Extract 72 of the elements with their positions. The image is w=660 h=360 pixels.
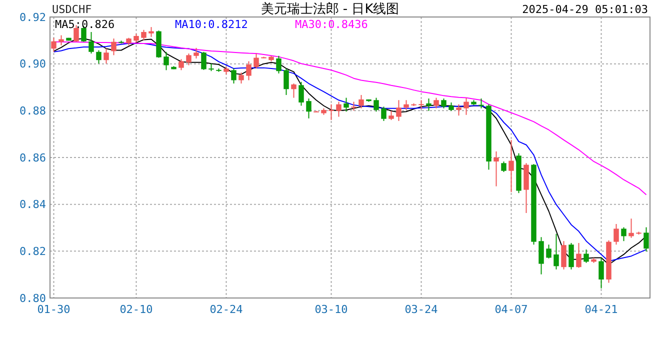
candlestick [576, 242, 582, 268]
y-tick-label: 0.80 [20, 292, 46, 305]
candlestick [584, 249, 589, 264]
candlestick [598, 257, 604, 289]
x-tick-label: 04-21 [584, 303, 618, 316]
y-tick-label: 0.84 [20, 198, 46, 212]
candlestick [621, 226, 626, 242]
chart-subtitle: USDCHF [52, 3, 92, 16]
candlestick [246, 60, 252, 81]
y-tick-label: 0.88 [20, 104, 46, 118]
candlestick [231, 68, 236, 84]
candlestick [344, 97, 349, 112]
text: 2025-04-29 05:01:03 [522, 3, 648, 16]
candlestick [554, 233, 559, 270]
x-tick-label: 03-10 [314, 303, 348, 316]
candlestick [254, 53, 259, 70]
candlestick [508, 139, 514, 193]
x-tick-label: 02-24 [210, 303, 244, 316]
candlestick [426, 98, 432, 112]
candlestick [501, 160, 506, 173]
candlestick [186, 53, 192, 66]
x-tick-label: 01-30 [37, 303, 70, 316]
candlestick [404, 100, 409, 110]
x-tick-label: 03-24 [404, 303, 438, 316]
candlestick [546, 244, 552, 259]
candlestick [396, 100, 402, 122]
candlestick [434, 97, 439, 109]
candlestick [441, 98, 446, 109]
candlestick [194, 47, 199, 59]
candlestick [456, 104, 462, 116]
candlestick [111, 38, 116, 56]
candlestick [628, 218, 634, 238]
candlestick [568, 242, 574, 270]
candlestick [276, 55, 282, 74]
candlestick [538, 236, 544, 275]
candlestick [388, 110, 394, 121]
y-tick-label: 0.86 [20, 151, 46, 164]
candlestick [164, 51, 169, 71]
candlestick [88, 31, 94, 54]
candlestick [336, 101, 342, 118]
candlestick [328, 104, 334, 121]
x-tick-label: 02-10 [120, 303, 153, 316]
series-label: MA10:0.8212 [175, 18, 248, 31]
candlestick [96, 50, 102, 64]
candlestick [51, 37, 56, 52]
candlestick [104, 48, 109, 64]
candlestick [58, 34, 64, 46]
series-label: MA5:0.826 [55, 18, 115, 31]
candlestick [464, 97, 469, 116]
text: MA30:0.8436 [295, 18, 368, 31]
candlestick [561, 240, 566, 270]
candlestick [291, 83, 296, 98]
x-tick-label: 04-07 [494, 303, 528, 316]
candlestick [381, 106, 386, 122]
candlestick [298, 81, 304, 106]
candlestick [178, 58, 184, 71]
y-tick-label: 0.82 [20, 245, 46, 258]
candlestick [201, 51, 206, 70]
candlestick [306, 98, 312, 119]
candlestick [478, 98, 484, 109]
candlestick [644, 226, 649, 252]
candlestick [238, 72, 244, 84]
candlestick [614, 224, 619, 246]
candlestick [494, 150, 499, 187]
candlestick [284, 68, 289, 96]
candlestick [141, 29, 146, 41]
candlestick [148, 26, 154, 38]
y-tick-label: 0.92 [20, 10, 46, 24]
chart-title: 美元瑞士法郎 - 日K线图 [260, 1, 400, 17]
candlestick [374, 97, 379, 112]
y-tick-label: 0.90 [20, 58, 46, 71]
candlestick [358, 94, 364, 109]
